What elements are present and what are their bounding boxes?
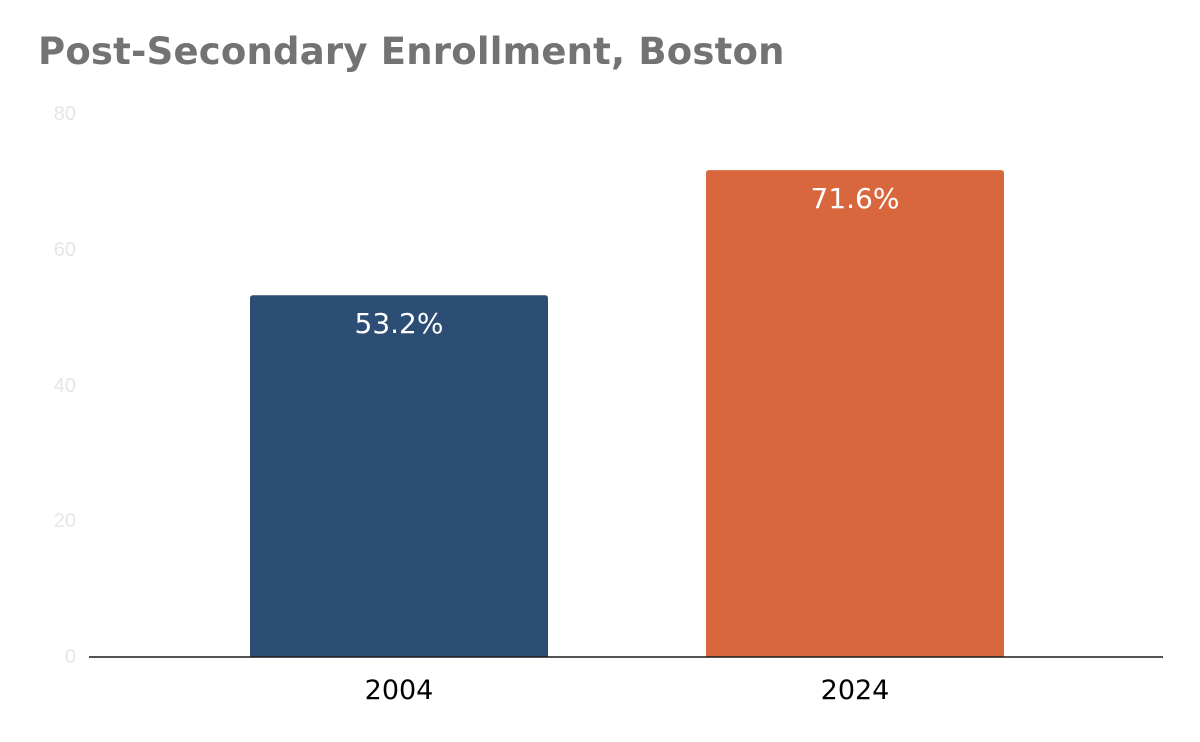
y-tick-label: 20 xyxy=(54,510,76,532)
y-axis-ticks: 0 20 40 60 80 xyxy=(54,103,76,668)
data-label: 71.6% xyxy=(811,182,900,215)
x-tick-label: 2024 xyxy=(821,675,890,706)
chart-title: Post-Secondary Enrollment, Boston xyxy=(38,30,785,73)
x-axis-category-labels: 2004 2024 xyxy=(365,675,890,706)
bar-2004 xyxy=(250,295,548,657)
y-tick-label: 40 xyxy=(54,375,76,397)
y-tick-label: 0 xyxy=(65,646,76,668)
y-tick-label: 80 xyxy=(54,103,76,125)
bar-2024 xyxy=(706,170,1004,657)
x-tick-label: 2004 xyxy=(365,675,434,706)
bars: 53.2% 71.6% xyxy=(250,170,1004,657)
y-tick-label: 60 xyxy=(54,239,76,261)
data-label: 53.2% xyxy=(355,307,444,340)
